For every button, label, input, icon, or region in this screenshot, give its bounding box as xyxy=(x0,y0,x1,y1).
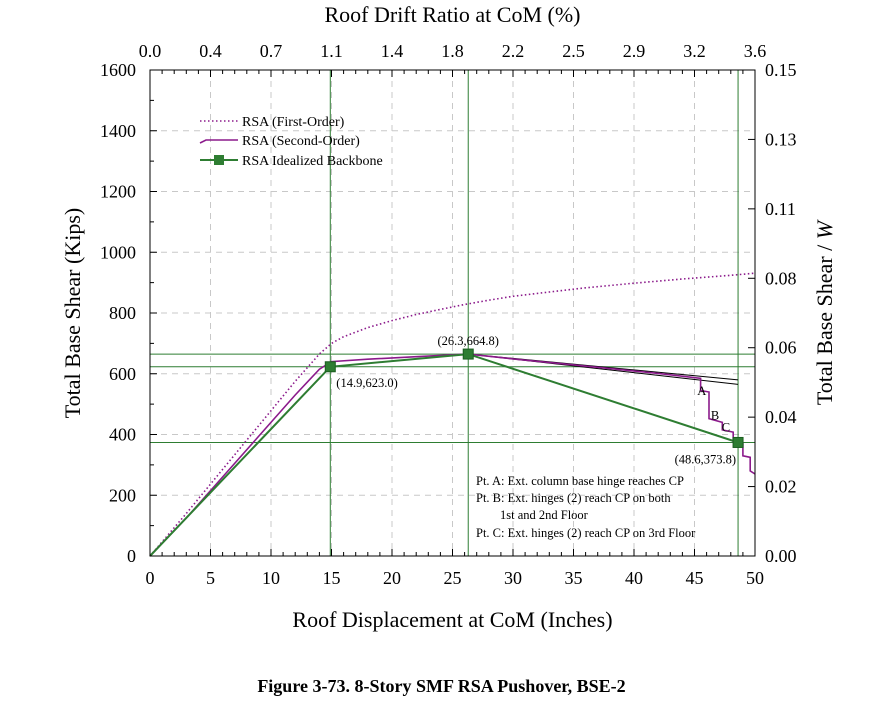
backbone-point xyxy=(732,436,744,448)
y2-tick-label: 0.04 xyxy=(765,407,797,427)
legend: RSA (First-Order) RSA (Second-Order) RSA… xyxy=(199,115,383,169)
y2-axis-title-italic: W xyxy=(812,219,837,239)
x-tick-label: 5 xyxy=(206,568,215,588)
note-point-a: Pt. A: Ext. column base hinge reaches CP xyxy=(476,474,684,488)
y2-axis-title: Total Base Shear / W xyxy=(812,219,837,405)
backbone-point xyxy=(324,361,336,373)
x2-tick-label: 0.4 xyxy=(199,41,222,61)
x-tick-label: 20 xyxy=(383,568,401,588)
y2-tick-label: 0.15 xyxy=(765,60,797,80)
guide-lines xyxy=(150,70,755,556)
x-tick-label: 25 xyxy=(444,568,462,588)
letter-mark: A xyxy=(697,384,706,398)
figure-caption: Figure 3-73. 8-Story SMF RSA Pushover, B… xyxy=(257,676,626,696)
backbone-markers xyxy=(324,348,744,448)
series-line-first-order xyxy=(149,272,756,557)
y-tick-label: 1400 xyxy=(100,121,136,141)
y-tick-label: 200 xyxy=(109,485,136,505)
point-label: (26.3,664.8) xyxy=(438,334,499,348)
x-tick-label: 10 xyxy=(262,568,280,588)
y-axis-title: Total Base Shear (Kips) xyxy=(60,208,85,418)
point-label: (14.9,623.0) xyxy=(336,376,397,390)
legend-marker-backbone xyxy=(214,155,224,165)
note-point-c: Pt. C: Ext. hinges (2) reach CP on 3rd F… xyxy=(476,526,696,540)
y-tick-label: 1600 xyxy=(100,60,136,80)
legend-swatch-second-order xyxy=(199,139,238,144)
x-tick-label: 40 xyxy=(625,568,643,588)
x-tick-label: 30 xyxy=(504,568,522,588)
x-tick-label: 35 xyxy=(565,568,583,588)
note-point-b-cont: 1st and 2nd Floor xyxy=(500,508,589,522)
x-tick-label: 45 xyxy=(686,568,704,588)
annotations: (14.9,623.0) (26.3,664.8) (48.6,373.8) ABC xyxy=(336,334,736,466)
legend-label-first-order: RSA (First-Order) xyxy=(242,115,345,130)
legend-label-second-order: RSA (Second-Order) xyxy=(242,134,360,149)
note-point-b: Pt. B: Ext. hinges (2) reach CP on both xyxy=(476,491,671,505)
series-line-backbone xyxy=(149,353,739,557)
notes-box: Pt. A: Ext. column base hinge reaches CP… xyxy=(476,474,696,540)
y-tick-label: 1200 xyxy=(100,182,136,202)
x2-tick-label: 1.8 xyxy=(441,41,464,61)
y-tick-label: 800 xyxy=(109,303,136,323)
y2-axis-title-main: Total Base Shear / xyxy=(812,239,837,405)
x2-tick-label: 0.0 xyxy=(139,41,162,61)
x2-tick-label: 3.6 xyxy=(744,41,767,61)
x-tick-label: 15 xyxy=(323,568,341,588)
legend-label-backbone: RSA Idealized Backbone xyxy=(242,154,383,169)
y-tick-label: 1000 xyxy=(100,242,136,262)
pushover-chart: 0 5 10 15 20 25 30 35 40 45 50 0.0 0.4 0.7 1.1 1.4 1.8 2.… xyxy=(60,2,837,632)
x2-tick-label: 2.5 xyxy=(562,41,585,61)
y2-tick-label: 0.02 xyxy=(765,477,797,497)
y2-tick-label: 0.08 xyxy=(765,268,797,288)
x2-tick-label: 3.2 xyxy=(683,41,706,61)
y-tick-label: 0 xyxy=(127,546,136,566)
y2-tick-label: 0.11 xyxy=(765,199,796,219)
point-label: (48.6,373.8) xyxy=(675,452,736,466)
y2-tick-label: 0.06 xyxy=(765,338,797,358)
tick-labels: 0 5 10 15 20 25 30 35 40 45 50 0.0 0.4 0.7 1.1 1.4 1.8 2.… xyxy=(100,41,797,588)
grid-lines xyxy=(150,70,755,556)
backbone-point xyxy=(462,348,474,360)
tick-marks xyxy=(149,69,756,557)
x2-axis-title: Roof Drift Ratio at CoM (%) xyxy=(324,2,580,27)
x-tick-label: 0 xyxy=(146,568,155,588)
x2-tick-label: 0.7 xyxy=(260,41,283,61)
letter-mark: C xyxy=(722,420,730,434)
x2-tick-label: 2.2 xyxy=(502,41,525,61)
y2-tick-label: 0.00 xyxy=(765,546,797,566)
letter-mark: B xyxy=(711,408,719,422)
x2-tick-label: 1.4 xyxy=(381,41,404,61)
y-tick-label: 600 xyxy=(109,364,136,384)
y2-tick-label: 0.13 xyxy=(765,129,797,149)
y-tick-label: 400 xyxy=(109,425,136,445)
x2-tick-label: 2.9 xyxy=(623,41,646,61)
x-tick-label: 50 xyxy=(746,568,764,588)
x2-tick-label: 1.1 xyxy=(320,41,343,61)
x-axis-title: Roof Displacement at CoM (Inches) xyxy=(292,607,612,632)
